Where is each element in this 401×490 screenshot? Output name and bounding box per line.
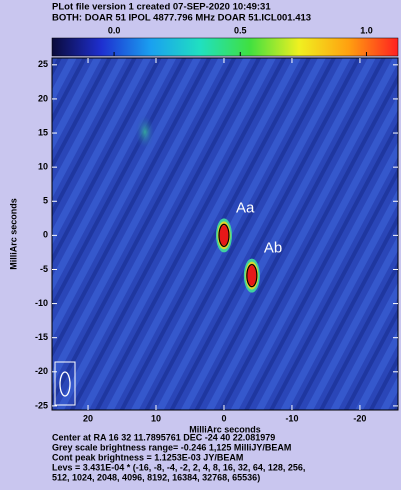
source-contour <box>246 264 258 288</box>
y-tick-label: -20 <box>35 366 48 376</box>
source-level <box>219 225 229 246</box>
beam <box>59 371 71 397</box>
footer-line: 512, 1024, 2048, 4096, 8192, 16384, 3276… <box>52 472 260 482</box>
footer-line: Levs = 3.431E-04 * (-16, -8, -4, -2, 2, … <box>52 462 305 472</box>
y-tick-label: -15 <box>35 332 48 342</box>
footer-line: Cont peak brightness = 1.1253E-03 JY/BEA… <box>52 452 243 462</box>
x-tick-label: 20 <box>83 413 93 423</box>
source <box>215 218 232 253</box>
x-axis-label: MilliArc seconds <box>189 424 261 434</box>
y-tick-label: 0 <box>43 230 48 240</box>
plot-frame <box>51 57 399 411</box>
footer-line: Center at RA 16 32 11.7895761 DEC -24 40… <box>52 432 275 442</box>
colorbar-tick-label: 1.0 <box>360 25 373 35</box>
source-contour <box>218 223 230 247</box>
y-tick-label: 15 <box>38 127 48 137</box>
y-axis-label: MilliArc seconds <box>8 198 18 270</box>
x-tick-label: 10 <box>151 413 161 423</box>
source-label: Aa <box>236 199 255 216</box>
y-tick-label: -10 <box>35 298 48 308</box>
colorbar-tick-label: 0.5 <box>234 25 247 35</box>
y-tick-label: 25 <box>38 59 48 69</box>
y-tick-label: 5 <box>43 196 48 206</box>
y-tick-label: -25 <box>35 400 48 410</box>
header-line: PLot file version 1 created 07-SEP-2020 … <box>52 2 271 13</box>
noise-feature <box>135 114 155 150</box>
source <box>243 258 260 293</box>
colorbar-tick-label: 0.0 <box>108 25 121 35</box>
x-tick-label: 0 <box>221 413 226 423</box>
beam-box <box>54 361 76 406</box>
y-tick-label: 10 <box>38 162 48 172</box>
x-tick-label: -20 <box>353 413 366 423</box>
footer-line: Grey scale brightness range= -0.246 1,12… <box>52 442 291 452</box>
y-tick-label: 20 <box>38 93 48 103</box>
y-tick-label: -5 <box>40 264 48 274</box>
x-tick-label: -10 <box>285 413 298 423</box>
header-line: BOTH: DOAR 51 IPOL 4877.796 MHz DOAR 51.… <box>52 13 311 24</box>
source-label: Ab <box>264 240 282 257</box>
colorbar <box>51 37 399 57</box>
source-level <box>247 265 257 286</box>
